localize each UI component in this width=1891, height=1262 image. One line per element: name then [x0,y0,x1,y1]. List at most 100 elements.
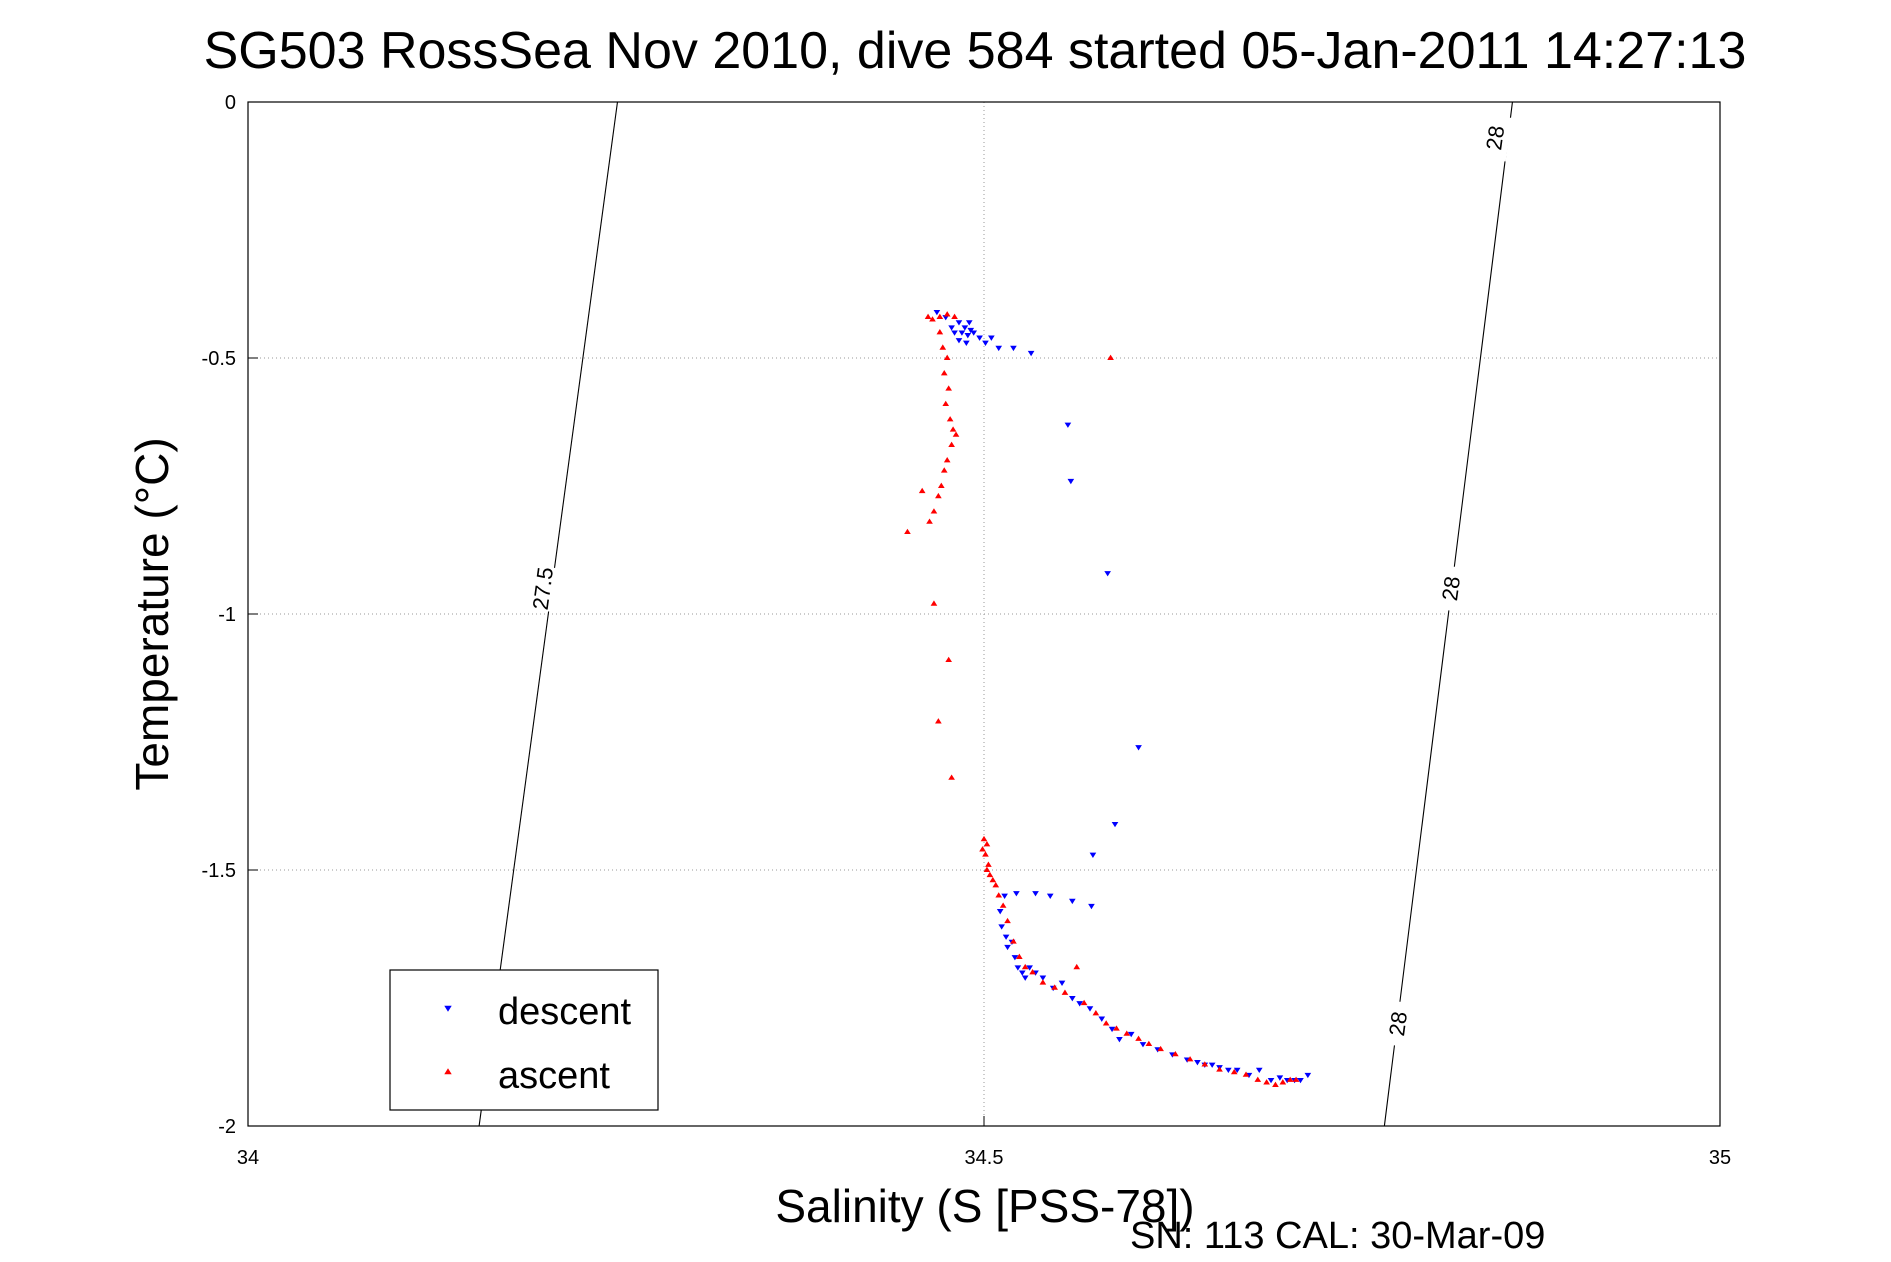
ascent-point [930,600,938,606]
descent-point [958,330,966,336]
descent-point [1208,1062,1216,1068]
x-axis-ticks: 34 34.5 35 [237,1116,1731,1169]
y-tick-label: 0 [225,92,236,114]
legend: descent ascent [389,969,659,1111]
descent-point [1046,893,1054,899]
ascent-point [995,892,1003,898]
ascent-point [992,882,1000,888]
descent-point [996,909,1004,915]
ascent-point [999,902,1007,908]
ascent-point [940,370,948,376]
isopycnal-label-background [1477,114,1512,162]
descent-point [1026,965,1033,971]
isopycnal-label-background [1433,564,1468,613]
descent-point [998,924,1005,930]
ascent-point [1279,1079,1287,1085]
ascent-point [1157,1045,1164,1052]
ascent-point [1016,953,1023,959]
serial-calibration-note: SN: 113 CAL: 30-Mar-09 [1130,1215,1545,1257]
descent-point [1068,996,1076,1002]
legend-marker-ascent [444,1068,452,1075]
descent-point [970,330,978,336]
descent-point [1139,1042,1147,1048]
descent-point [1013,891,1020,897]
descent-point [1086,1006,1094,1012]
isopycnal-label: 28 [1437,575,1465,603]
ascent-point [943,354,951,360]
descent-point [1032,891,1039,897]
isopycnal-line [1383,101,1513,1127]
descent-point [955,320,963,326]
descent-point [1108,1026,1116,1033]
ascent-point [1021,963,1029,970]
y-axis-ticks: 0 -0.5 -1 -1.5 -2 [202,92,258,1138]
ascent-point [936,313,944,320]
ascent-point [1172,1050,1179,1057]
descent-point [1027,350,1035,357]
descent-point [1018,970,1026,976]
ascent-point [1272,1081,1279,1087]
ascent-point [1102,1020,1110,1026]
descent-point [1058,980,1066,986]
descent-point [1255,1067,1263,1074]
descent-point [1267,1077,1275,1084]
ascent-point [986,871,994,878]
ascent-point [951,313,958,320]
legend-label-descent: descent [498,991,632,1033]
chart-title: SG503 RossSea Nov 2010, dive 584 started… [204,22,1747,80]
descent-point [1233,1067,1241,1074]
descent-point [965,320,973,326]
ascent-point [1286,1076,1294,1082]
ascent-point [983,841,991,847]
isopycnal-label: 28 [1481,124,1509,152]
ascent-point [949,426,957,432]
descent-point [1021,975,1029,981]
ascent-point [989,876,997,883]
descent-point [1089,852,1097,858]
ascent-point [1254,1076,1262,1082]
descent-point [1297,1077,1304,1084]
x-tick-label: 35 [1709,1147,1731,1169]
ascent-point [904,528,911,535]
ascent-point [926,518,933,524]
descent-point [964,332,972,339]
ascent-point [1263,1079,1270,1085]
ascent-point [937,482,945,488]
ascent-point [936,329,944,335]
ascent-point [929,316,936,322]
density-contours: 27.5 28 28 28 [478,101,1513,1127]
ascent-point [945,385,952,391]
ascent-point [1242,1071,1250,1077]
descent-point [1276,1075,1284,1081]
isopycnal-label-background [525,564,560,613]
ascent-point [924,313,932,320]
descent-point [1067,478,1075,485]
x-tick-label: 34 [237,1147,259,1169]
legend-label-ascent: ascent [498,1055,610,1097]
descent-point [961,325,969,331]
ascent-point [948,774,955,780]
ascent-point [930,508,938,514]
descent-point [963,340,970,346]
ascent-point [979,846,986,852]
ascent-point [1107,354,1114,360]
y-tick-label: -1.5 [202,860,236,882]
descent-point [1002,934,1010,940]
descent-point [1068,898,1076,905]
descent-point [1111,821,1119,828]
isopycnal-label: 27.5 [528,566,559,612]
descent-point [1011,955,1019,961]
ascent-point [952,431,960,437]
isopycnal-label: 28 [1384,1010,1412,1038]
descent-point [1104,571,1111,577]
descent-point [1135,745,1142,751]
ascent-point [946,416,954,422]
descent-point [1225,1067,1232,1074]
descent-point [1014,965,1022,971]
descent-point [1004,944,1011,951]
y-tick-label: -2 [218,1116,236,1138]
ascent-point [940,467,948,473]
descent-point [951,330,958,336]
ascent-point [985,861,992,867]
